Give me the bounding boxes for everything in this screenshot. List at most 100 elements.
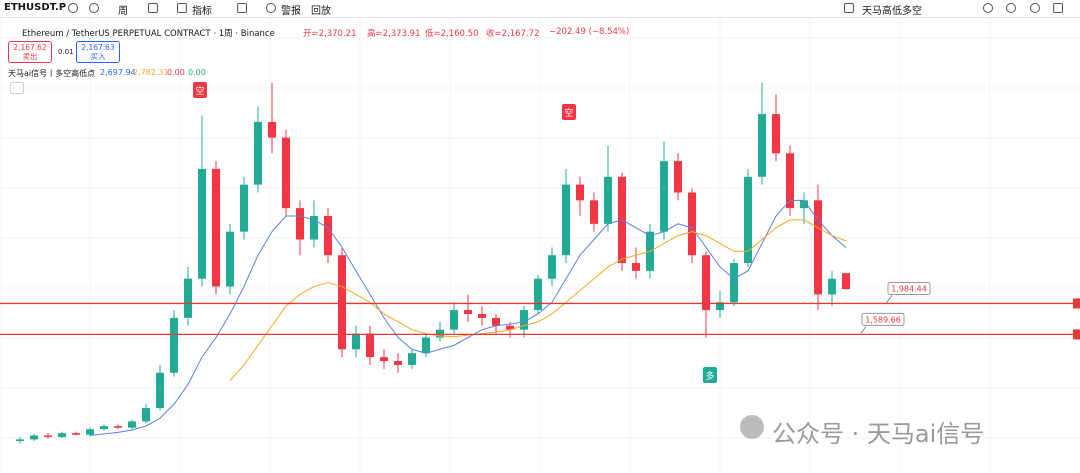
candle-body <box>268 121 276 138</box>
indicator-value: 0.00 <box>188 68 206 77</box>
candle-body <box>506 325 514 330</box>
signal-label: 空 <box>195 85 204 97</box>
candle-body <box>226 231 234 287</box>
indicator-value: 0.00 <box>167 68 185 77</box>
change: −202.49 (−8.54%) <box>549 27 630 37</box>
candle-body <box>212 168 220 287</box>
moving-average <box>229 219 847 381</box>
price-label-box <box>861 312 905 326</box>
candle-body <box>632 263 640 271</box>
buy-button[interactable]: 2,167.63 买入 <box>76 41 120 63</box>
candle-body <box>814 200 822 295</box>
icon[interactable] <box>237 3 247 13</box>
signal-label: 多 <box>705 370 714 382</box>
candle-body <box>352 333 360 350</box>
collapse-button[interactable] <box>10 82 24 94</box>
buy-label: 买入 <box>90 52 106 61</box>
icon[interactable] <box>1006 3 1016 13</box>
price-label-box <box>887 281 931 295</box>
label-pointer <box>859 326 867 335</box>
watermark-icon <box>740 415 764 439</box>
replay[interactable]: 回放 <box>311 6 331 17</box>
candle-body <box>758 114 766 177</box>
candle-body <box>254 121 262 185</box>
candle-body <box>576 184 584 201</box>
candle-body <box>548 255 556 279</box>
candle-body <box>198 168 206 279</box>
candle-body <box>422 337 430 354</box>
candle-body <box>100 426 108 430</box>
price-label: 1,589.66 <box>865 315 901 324</box>
sell-button[interactable]: 2,167.62 卖出 <box>8 41 52 63</box>
candle-body <box>772 114 780 154</box>
candle-body <box>44 435 52 438</box>
spread: 0.01 <box>58 48 74 56</box>
buy-price: 2,167.63 <box>81 43 115 52</box>
alerts[interactable]: 警报 <box>281 6 301 17</box>
candle-body <box>128 421 136 428</box>
candle-body <box>366 333 374 358</box>
icon[interactable] <box>68 3 78 13</box>
signal-label: 空 <box>564 107 573 119</box>
sell-price: 2,167.62 <box>13 43 47 52</box>
candle-body <box>296 208 304 240</box>
candle-body <box>156 372 164 409</box>
close: 收=2,167.72 <box>486 29 540 39</box>
icon[interactable] <box>89 3 99 13</box>
candle-body <box>492 317 500 326</box>
strategy[interactable]: 天马高低多空 <box>862 6 922 17</box>
candle-body <box>310 215 318 240</box>
candle-body <box>478 313 486 318</box>
icon[interactable] <box>266 3 276 13</box>
icon[interactable] <box>148 3 158 13</box>
candle-body <box>688 192 696 256</box>
watermark: 公众号 · 天马ai信号 <box>772 420 985 448</box>
candle-body <box>58 433 66 438</box>
candle-body <box>534 278 542 311</box>
candle-body <box>170 317 178 373</box>
candle-body <box>114 426 122 428</box>
low: 低=2,160.50 <box>425 29 479 39</box>
candle-body <box>240 184 248 232</box>
interval[interactable]: 周 <box>118 6 128 17</box>
candle-body <box>744 176 752 264</box>
symbol[interactable]: ETHUSDT.P <box>4 2 67 13</box>
sell-label: 卖出 <box>22 52 38 61</box>
label-pointer <box>885 295 893 304</box>
candle-body <box>380 357 388 362</box>
price-marker <box>1073 298 1080 309</box>
open: 开=2,370.21 <box>303 29 357 39</box>
candle-body <box>562 184 570 256</box>
candle-body <box>338 255 346 350</box>
candle-body <box>842 273 850 290</box>
candle-body <box>394 361 402 365</box>
indicator-value: 2,782.31 <box>133 68 169 77</box>
signal-box <box>562 104 576 120</box>
candle-body <box>450 310 458 330</box>
signal-box <box>193 82 207 98</box>
candle-body <box>436 329 444 338</box>
icon[interactable] <box>177 3 187 13</box>
icon[interactable] <box>1030 3 1040 13</box>
candle-body <box>464 310 472 314</box>
candle-body <box>30 435 38 440</box>
signal-box <box>703 367 717 383</box>
icon[interactable] <box>1053 3 1063 13</box>
candle-body <box>730 263 738 303</box>
candle-body <box>282 137 290 209</box>
candle-body <box>408 353 416 365</box>
candle-body <box>520 310 528 330</box>
high: 高=2,373.91 <box>367 29 421 39</box>
candle-body <box>86 429 94 435</box>
candle-body <box>72 433 80 435</box>
toolbar: ETHUSDT.P 周 指标 警报 回放 天马高低多空 <box>0 0 1080 18</box>
candle-body <box>828 278 836 295</box>
checkbox[interactable] <box>844 3 854 13</box>
icon[interactable] <box>983 3 993 13</box>
candle-body <box>800 200 808 209</box>
candle-body <box>660 161 668 232</box>
indicators[interactable]: 指标 <box>192 6 212 17</box>
candle-body <box>142 408 150 422</box>
